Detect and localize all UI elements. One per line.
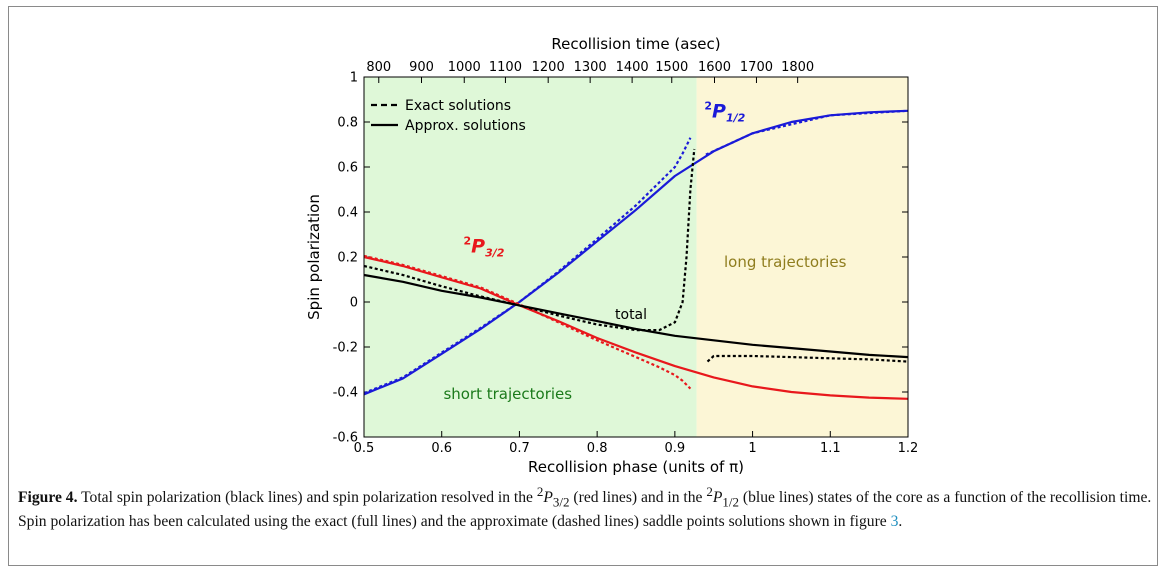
legend-label: Approx. solutions bbox=[405, 118, 526, 134]
series-red-dashed bbox=[363, 254, 692, 390]
x-tick-label: 0.5 bbox=[354, 441, 375, 456]
caption-text-2: (red lines) and in the bbox=[569, 489, 707, 507]
spin-polarization-chart: 0.5 0.6 0.7 0.8 0.9 1 1.1 1.2 -0.6 -0.4 -0.2 0 0.2 0.… bbox=[305, 35, 919, 476]
x-tick-label: 0.6 bbox=[431, 441, 452, 456]
series-black-solid bbox=[363, 273, 909, 359]
short-trajectories-region bbox=[364, 77, 697, 437]
long-trajectories-label: long trajectories bbox=[724, 253, 847, 271]
series-layer bbox=[363, 109, 909, 400]
series-blue-dashed bbox=[363, 137, 692, 395]
top-axis-label: Recollision time (asec) bbox=[551, 35, 720, 53]
long-trajectories-region bbox=[696, 77, 908, 437]
top-tick-label: 1100 bbox=[489, 60, 522, 75]
x-axis-label: Recollision phase (units of π) bbox=[528, 458, 744, 476]
y-tick-label: 1 bbox=[350, 71, 358, 86]
labels-layer: Exact solutions Approx. solutions short tr… bbox=[371, 98, 847, 403]
top-tick-label: 800 bbox=[366, 60, 391, 75]
top-tick-label: 1600 bbox=[698, 60, 731, 75]
y-tick-label: 0.8 bbox=[337, 116, 358, 131]
curve-label-p32: 2P3/2 bbox=[463, 235, 504, 260]
y-tick-label: -0.6 bbox=[333, 431, 358, 446]
y-tick-label: 0 bbox=[350, 296, 358, 311]
top-tick-label: 1700 bbox=[740, 60, 773, 75]
series-black-dashed bbox=[363, 148, 696, 332]
caption-text-4: . bbox=[898, 513, 903, 531]
short-trajectories-label: short trajectories bbox=[443, 385, 572, 403]
axis-ticks: 0.5 0.6 0.7 0.8 0.9 1 1.1 1.2 -0.6 -0.4 -0.2 0 0.2 0.… bbox=[333, 60, 919, 456]
y-tick-label: -0.4 bbox=[333, 386, 358, 401]
series-red-solid bbox=[363, 255, 909, 400]
y-tick-label: 0.6 bbox=[337, 161, 358, 176]
y-tick-label: 0.2 bbox=[337, 251, 358, 266]
top-tick-label: 1200 bbox=[532, 60, 565, 75]
top-tick-label: 1800 bbox=[781, 60, 814, 75]
x-tick-label: 0.8 bbox=[587, 441, 608, 456]
y-tick-label: -0.2 bbox=[333, 341, 358, 356]
top-tick-label: 1500 bbox=[655, 60, 688, 75]
x-tick-label: 0.9 bbox=[665, 441, 686, 456]
curve-label-total: total bbox=[615, 307, 647, 323]
top-tick-label: 1300 bbox=[574, 60, 607, 75]
y-tick-label: 0.4 bbox=[337, 206, 358, 221]
figure-caption: Figure 4. Total spin polarization (black… bbox=[18, 482, 1153, 532]
top-tick-label: 900 bbox=[409, 60, 434, 75]
caption-text-3: (blue lines) states of the core as a fun… bbox=[18, 489, 1152, 531]
caption-p-b: P bbox=[712, 489, 723, 507]
caption-sup-b: 2 bbox=[706, 484, 713, 499]
top-tick-label: 1400 bbox=[616, 60, 649, 75]
x-tick-label: 1.1 bbox=[820, 441, 841, 456]
x-tick-label: 1.2 bbox=[898, 441, 919, 456]
caption-p-a: P bbox=[543, 489, 553, 507]
x-tick-label: 1 bbox=[748, 441, 756, 456]
y-axis-label: Spin polarization bbox=[305, 194, 323, 320]
legend-label: Exact solutions bbox=[405, 98, 511, 114]
caption-sub-b: 1/2 bbox=[722, 494, 740, 510]
caption-sub-a: 3/2 bbox=[552, 494, 570, 510]
plot-border bbox=[363, 76, 909, 438]
x-tick-label: 0.7 bbox=[509, 441, 530, 456]
caption-text-1: Total spin polarization (black lines) an… bbox=[77, 489, 537, 507]
caption-figure-label: Figure 4. bbox=[18, 489, 78, 507]
caption-sup-a: 2 bbox=[536, 484, 544, 499]
figure-reference-link[interactable]: 3 bbox=[890, 513, 899, 531]
curve-label-p12: 2P1/2 bbox=[704, 100, 745, 125]
series-black-dashed bbox=[706, 354, 909, 363]
top-tick-label: 1000 bbox=[448, 60, 481, 75]
trajectory-regions bbox=[364, 77, 908, 437]
